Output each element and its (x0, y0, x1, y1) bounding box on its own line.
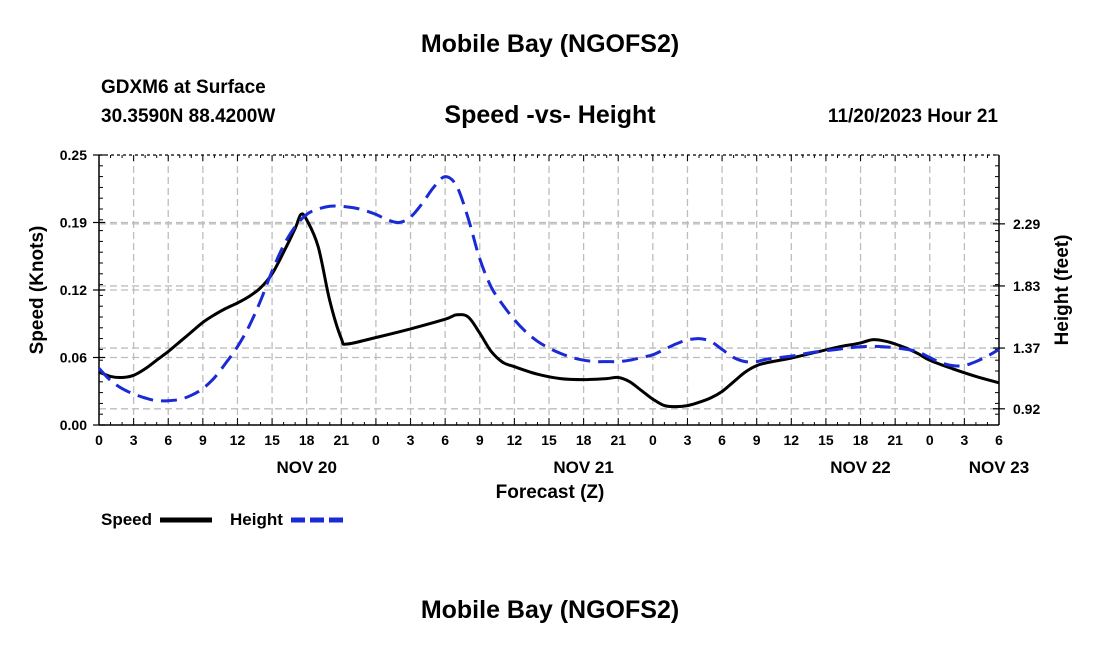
y-tick-label-left: 0.12 (60, 282, 87, 298)
chart-subtitle: Speed -vs- Height (444, 101, 656, 129)
x-tick-label: 6 (718, 432, 726, 448)
legend-speed-label: Speed (101, 510, 153, 529)
x-tick-label: 21 (610, 432, 626, 448)
x-tick-label: 3 (684, 432, 692, 448)
x-tick-label: 6 (995, 432, 1003, 448)
x-tick-label: 3 (960, 432, 968, 448)
x-day-label: NOV 20 (276, 458, 336, 477)
y-tick-label-left: 0.00 (60, 417, 87, 433)
series-line-speed (98, 212, 1000, 409)
x-tick-label: 6 (164, 432, 172, 448)
x-tick-label: 9 (753, 432, 761, 448)
y-axis-label-left: Speed (Knots) (27, 225, 48, 355)
x-tick-label: 18 (299, 432, 315, 448)
x-tick-label: 15 (264, 432, 280, 448)
y-tick-label-left: 0.19 (60, 215, 87, 231)
y-tick-label-right: 1.83 (1013, 278, 1040, 294)
x-tick-label: 0 (926, 432, 934, 448)
y-tick-label-right: 2.29 (1013, 216, 1040, 232)
x-tick-label: 9 (199, 432, 207, 448)
x-tick-label: 18 (853, 432, 869, 448)
x-axis-label: Forecast (Z) (495, 482, 605, 503)
series-line-height (97, 175, 1000, 403)
legend-height-label: Height (230, 510, 283, 529)
x-tick-label: 0 (95, 432, 103, 448)
x-tick-label: 3 (130, 432, 138, 448)
x-tick-label: 21 (334, 432, 350, 448)
x-tick-label: 3 (407, 432, 415, 448)
y-axis-label-right: Height (feet) (1052, 234, 1073, 346)
y-tick-label-right: 0.92 (1013, 401, 1040, 417)
x-tick-label: 12 (784, 432, 800, 448)
footer-title: Mobile Bay (NGOFS2) (420, 596, 680, 624)
x-tick-label: 12 (230, 432, 246, 448)
x-tick-label: 15 (541, 432, 557, 448)
x-tick-label: 6 (441, 432, 449, 448)
y-tick-label-right: 1.37 (1013, 340, 1040, 356)
y-tick-label-left: 0.25 (60, 147, 87, 163)
location-label: 30.3590N 88.4200W (101, 106, 276, 127)
x-tick-label: 0 (649, 432, 657, 448)
x-tick-label: 9 (476, 432, 484, 448)
x-tick-label: 18 (576, 432, 592, 448)
x-day-label: NOV 22 (830, 458, 890, 477)
x-tick-label: 15 (818, 432, 834, 448)
y-tick-label-left: 0.06 (60, 350, 87, 366)
x-day-label: NOV 21 (553, 458, 613, 477)
forecast-datetime: 11/20/2023 Hour 21 (827, 106, 998, 127)
x-day-label: NOV 23 (969, 458, 1029, 477)
page-title: Mobile Bay (NGOFS2) (420, 30, 680, 58)
station-label: GDXM6 at Surface (101, 77, 266, 98)
x-tick-label: 21 (887, 432, 903, 448)
x-tick-label: 0 (372, 432, 380, 448)
x-tick-label: 12 (507, 432, 523, 448)
